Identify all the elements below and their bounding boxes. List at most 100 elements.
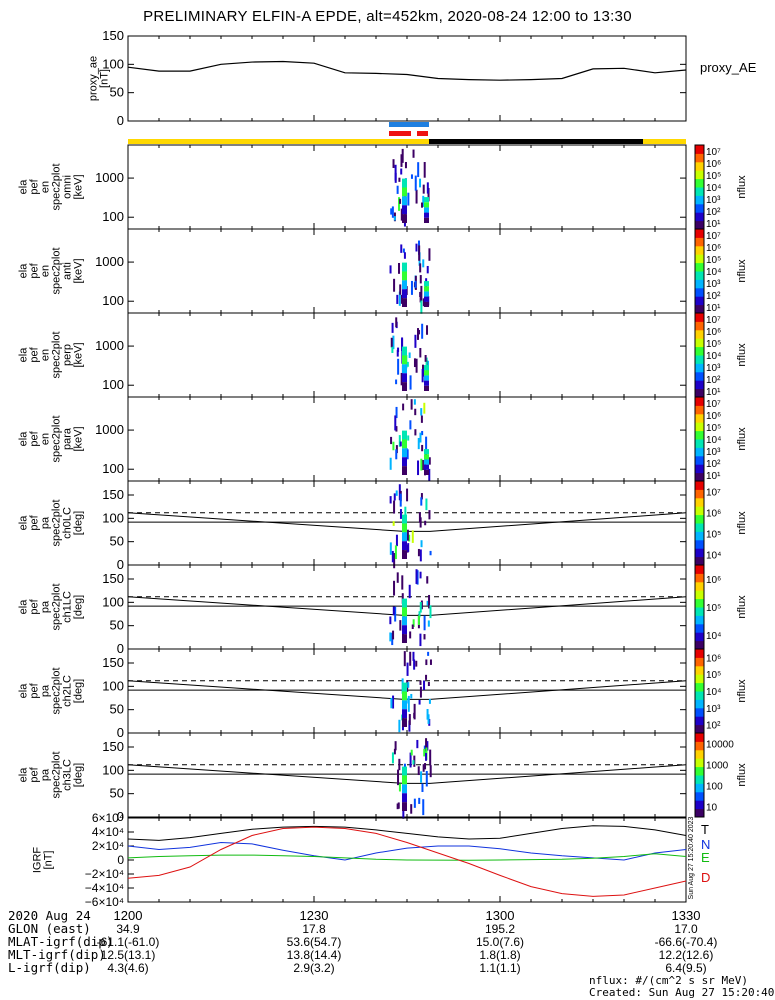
spectrogram-mark [401,575,404,590]
igrf-ytick-label: −6×10⁴ [85,895,124,909]
spectrogram-data-ch0LC [389,484,432,569]
ylabel-line: spec2plot [51,751,63,798]
colorbar-cell [695,153,704,163]
energy-ytick-label: 100 [102,293,124,308]
spectrogram-mark [424,370,429,376]
spectrogram-mark [422,799,425,816]
spectrogram-mark [398,197,401,211]
x-row-value: 12.2(12.6) [659,948,714,962]
colorbar-cell [695,481,704,490]
spectrogram-hotspot [402,430,407,475]
colorbar-tick-label: 10⁶ [706,327,721,338]
spectrogram-mark [418,797,421,804]
spectrogram-mark [423,634,426,640]
ylabel-line: ch0LC [62,507,74,539]
spectrogram-mark [398,291,401,306]
spectrogram-mark [397,802,400,809]
colorbar-cell [695,220,704,230]
ylabel-line: pef [29,262,41,278]
energy-ytick-label: 1000 [95,338,124,353]
spectrogram-mark [424,217,429,223]
spectrogram-ylabel-perp: ela pef en spec2plot perp [keV] [18,331,85,378]
colorbar-tick-label: 10 [706,803,718,814]
colorbar-tick-label: 10⁵ [706,530,721,541]
spectrogram-mark [407,435,410,441]
spectrogram-mark [428,698,431,704]
x-tick-label: 1200 [114,908,143,923]
spectrogram-mark [402,523,407,533]
colorbar-cell [695,632,704,642]
colorbar-tick-label: 10⁵ [706,171,721,182]
science-zone-bar [389,122,429,127]
colorbar-cell [695,279,704,289]
ylabel-line: pef [29,430,41,446]
spectrogram-mark [402,682,407,692]
igrf-legend-N: N [701,837,710,852]
spectrogram-mark [417,548,420,557]
colorbar-cell [695,145,704,154]
ylabel-line: en [40,349,52,361]
spectrogram-hotspot [402,262,407,307]
spectrogram-mark [410,399,413,410]
spectrogram-mark [422,184,425,194]
colorbar-cell [695,707,704,717]
spectrogram-mark [402,271,407,281]
colorbar-cell [695,548,704,558]
colorbar-frame [694,732,705,818]
colorbar-tick-label: 10⁴ [706,435,721,446]
colorbar-cell [695,615,704,625]
spectrogram-hotspot [424,365,429,391]
ylabel-line: perp [62,344,74,366]
x-row-value: -61.1(-61.0) [97,935,160,949]
spectrogram-mark [429,605,432,619]
spectrogram-mark [428,594,431,609]
spectrogram-mark [400,372,403,386]
spectrogram-mark [423,615,426,631]
ylabel-line: ela [18,263,30,279]
spectrogram-mark [421,202,424,208]
spectrogram-mark [428,468,431,481]
spectrogram-mark [402,457,407,467]
igrf-ytick-label: 4×10⁴ [92,825,124,839]
energy-ytick-label: 100 [102,377,124,392]
spectrogram-mark [417,615,420,626]
proxy-ae-ytick-label: 0 [117,113,124,128]
colorbar-cell [695,607,704,616]
colorbar-cell [695,749,704,759]
spectrogram-mark [419,571,422,579]
spectrogram-mark [396,294,399,304]
pitch-ytick-label: 150 [102,487,124,502]
spectrogram-mark [425,771,428,787]
pitch-ytick-label: 100 [102,510,124,525]
ylabel-line: [keV] [73,426,85,451]
colorbar-cell [695,531,704,541]
colorbar-tick-label: 10⁴ [706,267,721,278]
x-row-value: 195.2 [485,922,515,936]
colorbar-cell [695,649,704,658]
spectrogram-mark [419,432,422,443]
spectrogram-mark [426,741,429,751]
ylabel-line: [nT] [99,69,111,88]
spectrogram-mark [402,625,407,635]
colorbar-ch2LC: 10² 10³ 10⁴ 10⁵ 10⁶ [694,648,721,734]
colorbar-cell [695,455,704,465]
spectrogram-ylabel-ch2LC: ela pef pa spec2plot ch2LC [deg] [18,667,85,714]
spectrogram-mark [412,149,415,158]
spectrogram-mark [402,541,407,551]
spectrogram-mark [424,291,429,297]
colorbar-cell [695,665,704,675]
spectrogram-mark [419,602,422,613]
spectrogram-mark [428,510,431,520]
spectrogram-mark [400,168,403,175]
spectrogram-data-ch3LC [391,738,432,819]
spectrogram-mark [404,161,407,169]
colorbar-tick-label: 10⁶ [706,411,721,422]
spectrogram-mark [402,178,407,188]
ylabel-line: spec2plot [51,667,63,714]
status-bar-ok [128,139,686,144]
x-row-value: 53.6(54.7) [287,935,342,949]
spectrogram-mark [412,760,415,765]
spectrogram-mark [415,569,418,584]
spectrogram-mark [391,346,394,353]
